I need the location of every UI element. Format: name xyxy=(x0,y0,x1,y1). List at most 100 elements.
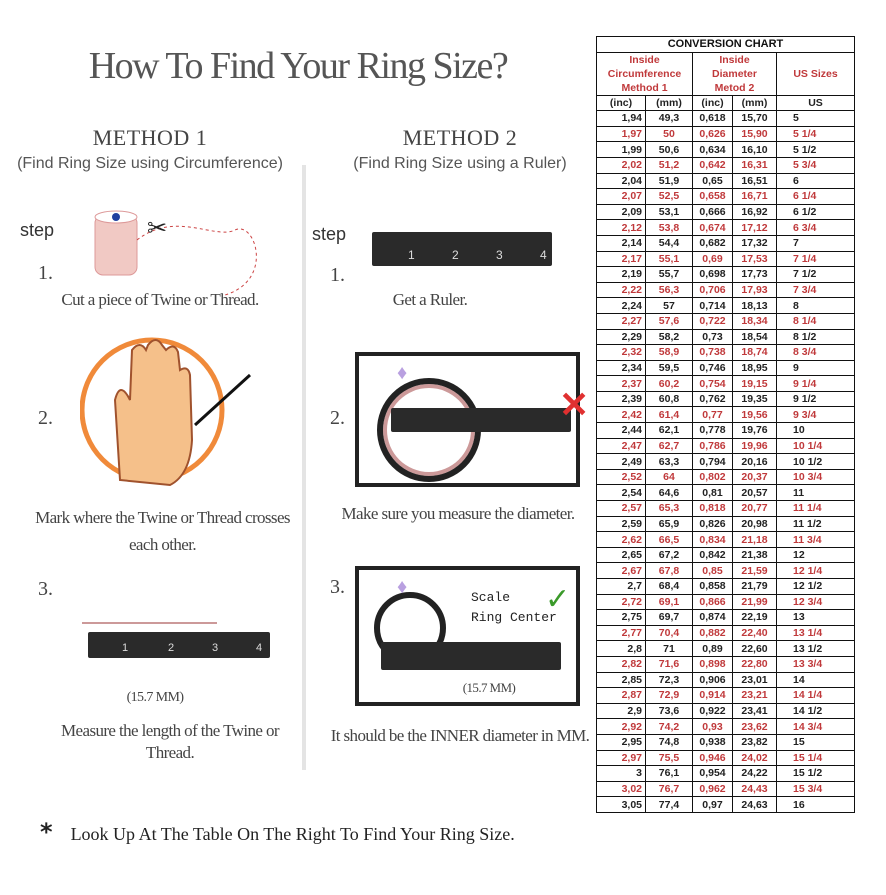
table-cell: 14 1/2 xyxy=(776,702,855,720)
table-cell: 0,858 xyxy=(692,578,733,595)
table-cell: 73,6 xyxy=(645,702,693,720)
table-cell: 8 1/2 xyxy=(776,328,855,346)
table-cell: 2,85 xyxy=(596,671,646,689)
table-cell: 50 xyxy=(645,125,693,143)
table-row: 2,59 65,9 0,826 20,98 11 1/2 xyxy=(596,515,855,533)
table-row: 2,42 61,4 0,77 19,56 9 3/4 xyxy=(596,406,855,424)
table-cell: 23,82 xyxy=(732,733,777,751)
table-cell: 0,786 xyxy=(692,437,733,455)
table-cell: 13 1/4 xyxy=(776,624,855,642)
table-cell: 8 xyxy=(776,297,855,314)
chart-title: CONVERSION CHART xyxy=(596,36,855,53)
table-cell: 67,8 xyxy=(645,562,693,579)
table-cell: 2,37 xyxy=(596,375,646,392)
table-cell: 65,9 xyxy=(645,515,693,533)
table-cell: 2,54 xyxy=(596,484,646,502)
table-cell: 2,34 xyxy=(596,359,646,377)
table-cell: 10 3/4 xyxy=(776,468,855,486)
table-cell: 1,97 xyxy=(596,125,646,143)
table-cell: 23,41 xyxy=(732,702,777,720)
table-cell: 0,658 xyxy=(692,188,733,205)
check-icon: ✓ xyxy=(545,582,571,617)
table-cell: 5 3/4 xyxy=(776,156,855,174)
table-row: 2,8 71 0,89 22,60 13 1/2 xyxy=(596,640,855,657)
table-cell: 0,666 xyxy=(692,203,733,221)
footer-text: Look Up At The Table On The Right To Fin… xyxy=(70,824,515,844)
table-row: 2,02 51,2 0,642 16,31 5 3/4 xyxy=(596,156,855,174)
divider xyxy=(302,165,306,770)
table-cell: 0,642 xyxy=(692,156,733,174)
step-label: step xyxy=(20,220,55,240)
table-cell: 2,77 xyxy=(596,624,646,642)
footer-note: * Look Up At The Table On The Right To Fi… xyxy=(40,818,515,846)
table-row: 2,75 69,7 0,874 22,19 13 xyxy=(596,609,855,626)
table-cell: 2,04 xyxy=(596,172,646,190)
group-header: US Sizes xyxy=(776,51,855,96)
table-cell: 0,81 xyxy=(692,484,733,502)
table-cell: 2,42 xyxy=(596,406,646,424)
table-row: 1,94 49,3 0,618 15,70 5 xyxy=(596,110,855,127)
table-cell: 21,38 xyxy=(732,546,777,564)
table-row: 2,52 64 0,802 20,37 10 3/4 xyxy=(596,468,855,486)
table-cell: 53,8 xyxy=(645,219,693,236)
table-cell: 22,60 xyxy=(732,640,777,657)
table-cell: 53,1 xyxy=(645,203,693,221)
table-row: 2,97 75,5 0,946 24,02 15 1/4 xyxy=(596,749,855,767)
table-cell: 72,9 xyxy=(645,687,693,704)
table-row: 2,34 59,5 0,746 18,95 9 xyxy=(596,359,855,377)
table-row: 2,67 67,8 0,85 21,59 12 1/4 xyxy=(596,562,855,579)
table-row: 2,49 63,3 0,794 20,16 10 1/2 xyxy=(596,453,855,470)
table-cell: 77,4 xyxy=(645,796,693,813)
table-cell: 24,02 xyxy=(732,749,777,767)
table-cell: 19,35 xyxy=(732,390,777,408)
table-cell: 12 3/4 xyxy=(776,593,855,611)
inner-diameter-illustration: ♦ Scale Ring Center ✓ (15.7 MM) xyxy=(355,566,580,706)
table-cell: 0,842 xyxy=(692,546,733,564)
table-cell: 16,92 xyxy=(732,203,777,221)
table-cell: 0,938 xyxy=(692,733,733,751)
table-cell: 2,97 xyxy=(596,749,646,767)
table-cell: 20,77 xyxy=(732,500,777,517)
table-cell: 2,57 xyxy=(596,500,646,517)
table-cell: 20,16 xyxy=(732,453,777,470)
table-cell: 2,62 xyxy=(596,531,646,548)
table-cell: 2,44 xyxy=(596,422,646,439)
table-row: 2,09 53,1 0,666 16,92 6 1/2 xyxy=(596,203,855,221)
table-cell: 0,794 xyxy=(692,453,733,470)
table-cell: 71,6 xyxy=(645,655,693,673)
table-cell: 16,10 xyxy=(732,141,777,158)
table-cell: 11 1/4 xyxy=(776,500,855,517)
table-cell: 17,73 xyxy=(732,266,777,283)
step-text: Get a Ruler. xyxy=(392,290,468,309)
table-cell: 0,97 xyxy=(692,796,733,813)
table-cell: 14 xyxy=(776,671,855,689)
table-row: 2,24 57 0,714 18,13 8 xyxy=(596,297,855,314)
table-cell: 10 1/4 xyxy=(776,437,855,455)
table-cell: 55,7 xyxy=(645,266,693,283)
table-cell: 0,65 xyxy=(692,172,733,190)
table-cell: 57 xyxy=(645,297,693,314)
table-row: 2,82 71,6 0,898 22,80 13 3/4 xyxy=(596,655,855,673)
table-cell: 2,8 xyxy=(596,640,646,657)
table-cell: 0,874 xyxy=(692,609,733,626)
table-cell: 9 xyxy=(776,359,855,377)
table-cell: 17,32 xyxy=(732,234,777,252)
table-cell: 5 1/4 xyxy=(776,125,855,143)
table-cell: 19,15 xyxy=(732,375,777,392)
table-cell: 0,69 xyxy=(692,250,733,268)
table-cell: 21,59 xyxy=(732,562,777,579)
table-cell: 2,75 xyxy=(596,609,646,626)
twine-line xyxy=(82,622,217,624)
table-cell: 0,73 xyxy=(692,328,733,346)
table-cell: 11 1/2 xyxy=(776,515,855,533)
method2-heading: METHOD 2 xyxy=(402,125,518,150)
table-row: 1,97 50 0,626 15,90 5 1/4 xyxy=(596,125,855,143)
ruler-image xyxy=(381,642,561,670)
table-cell: 0,914 xyxy=(692,687,733,704)
table-cell: 2,32 xyxy=(596,344,646,361)
table-row: 2,7 68,4 0,858 21,79 12 1/2 xyxy=(596,578,855,595)
table-row: 2,44 62,1 0,778 19,76 10 xyxy=(596,422,855,439)
table-cell: 1,99 xyxy=(596,141,646,158)
table-cell: 0,698 xyxy=(692,266,733,283)
table-cell: 7 1/2 xyxy=(776,266,855,283)
